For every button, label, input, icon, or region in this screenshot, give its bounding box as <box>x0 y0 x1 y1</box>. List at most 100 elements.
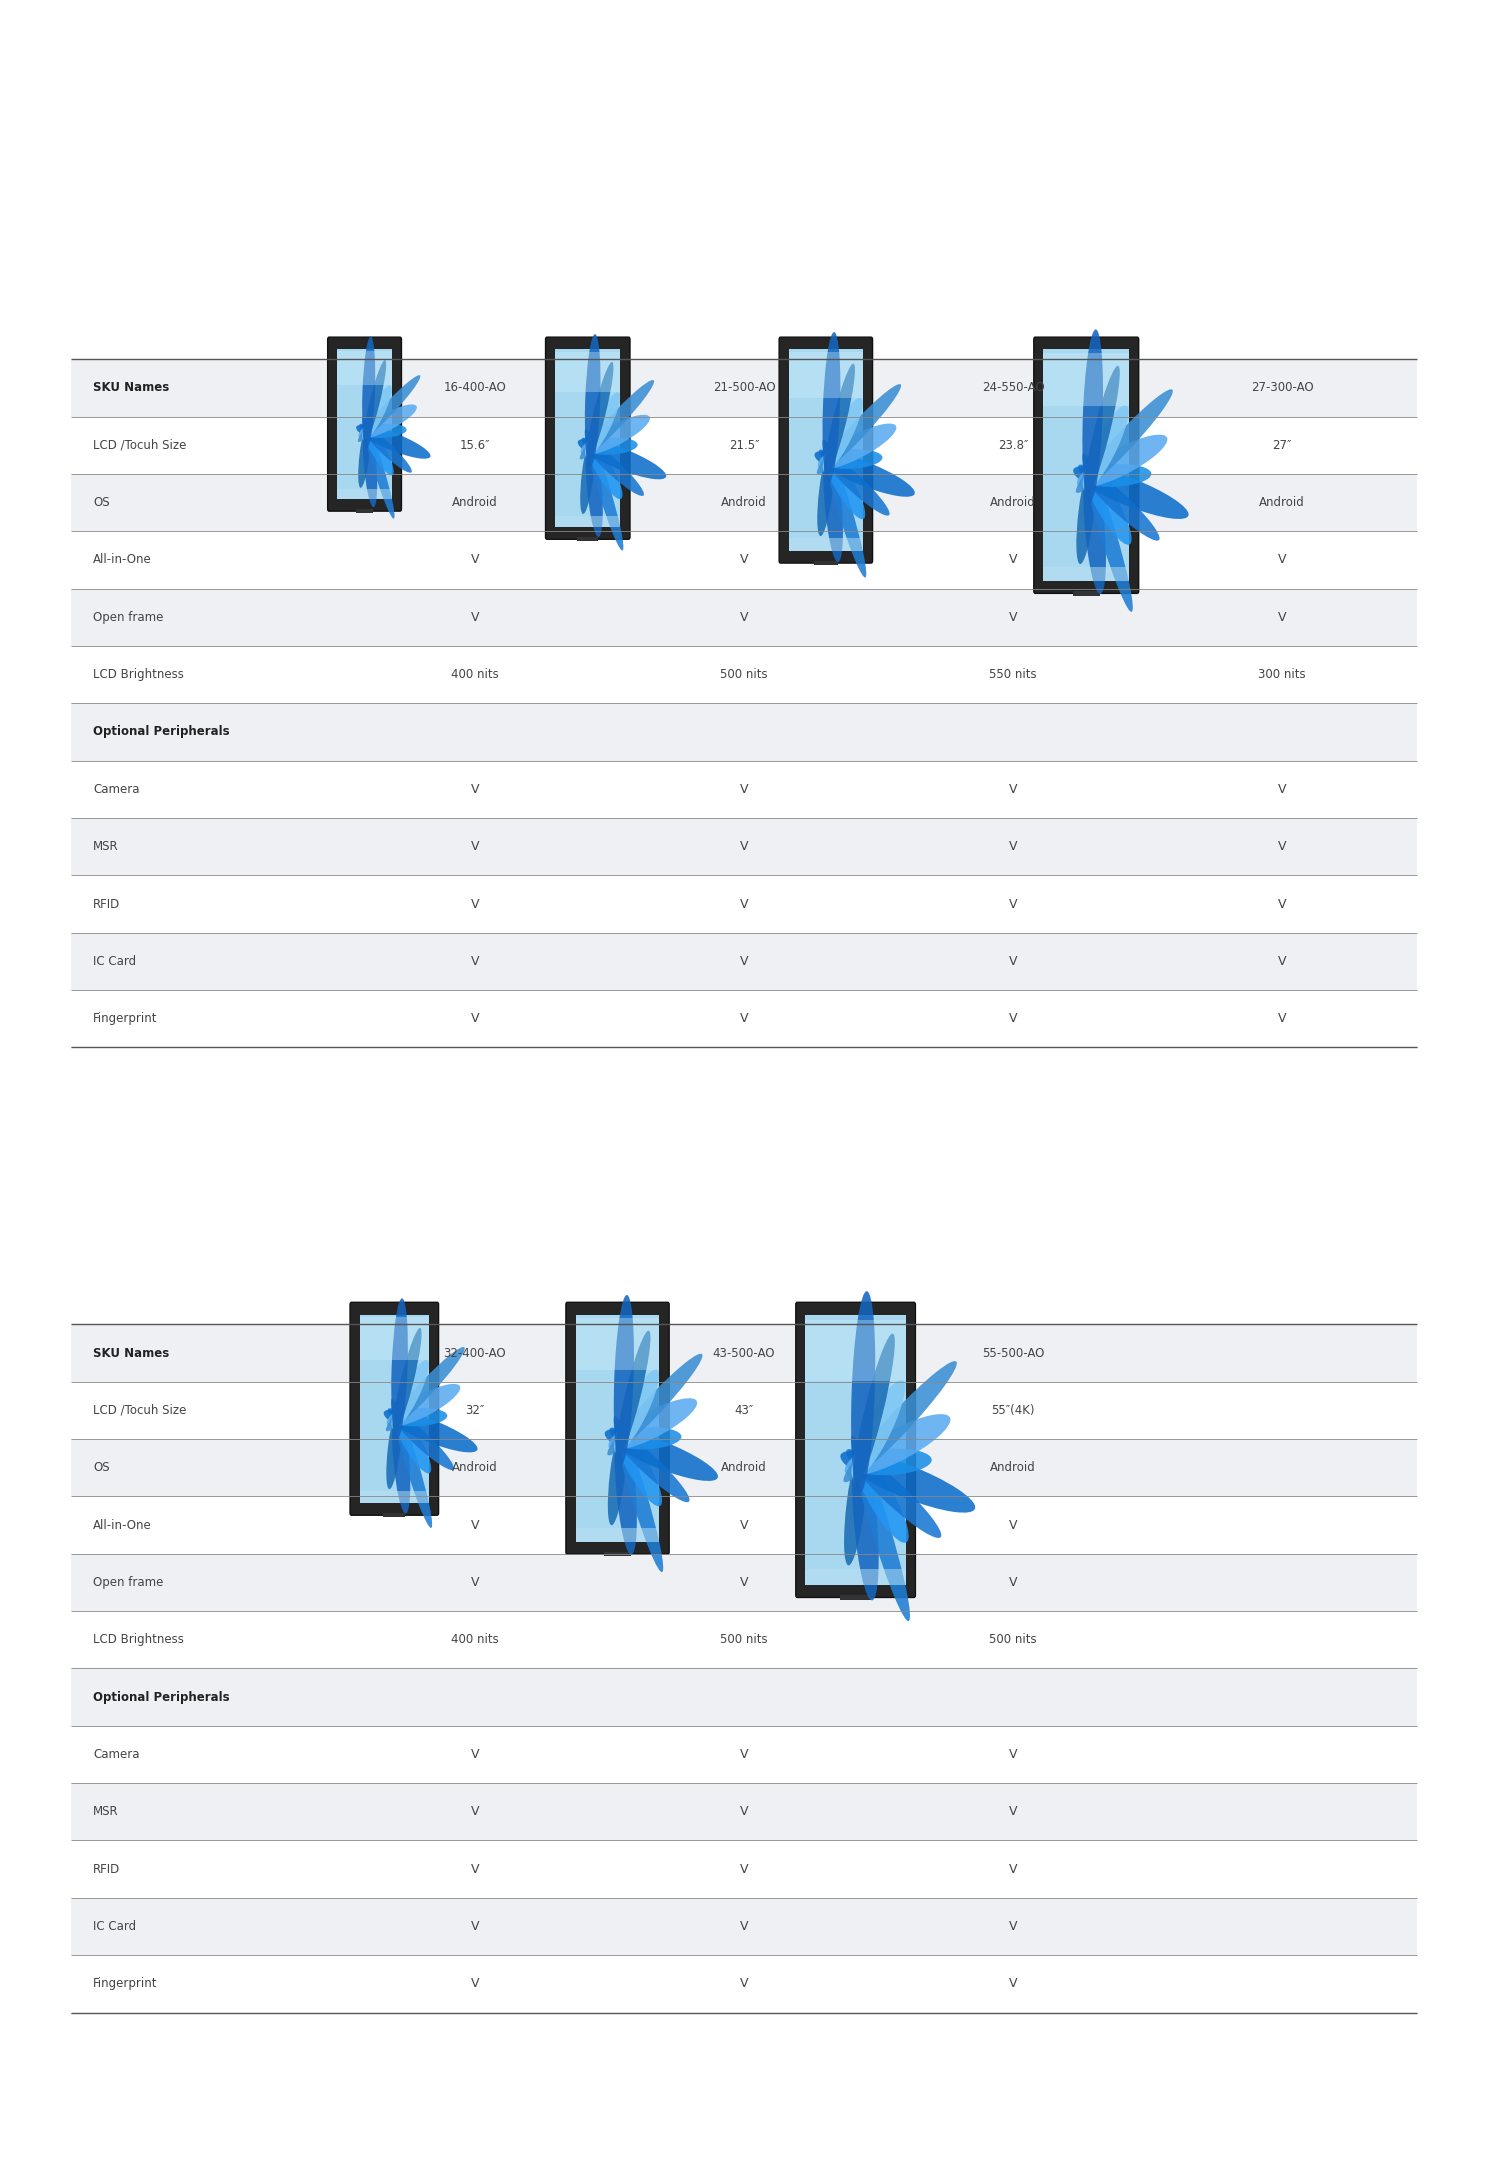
Ellipse shape <box>1083 405 1128 491</box>
Bar <box>71 645 1417 703</box>
Text: V: V <box>1009 840 1018 853</box>
Text: V: V <box>1009 783 1018 796</box>
Text: V: V <box>1009 1519 1018 1532</box>
Text: Android: Android <box>1259 496 1305 509</box>
Bar <box>555 515 620 528</box>
Ellipse shape <box>610 1428 689 1502</box>
Text: V: V <box>740 783 748 796</box>
Text: MSR: MSR <box>92 840 119 853</box>
Text: V: V <box>740 610 748 623</box>
Text: V: V <box>740 1919 748 1932</box>
Ellipse shape <box>615 1370 659 1452</box>
Ellipse shape <box>388 1409 448 1426</box>
Bar <box>71 818 1417 874</box>
Ellipse shape <box>580 381 655 459</box>
Text: Android: Android <box>452 496 498 509</box>
Text: V: V <box>740 954 748 967</box>
Ellipse shape <box>362 415 394 519</box>
Text: SKU Names: SKU Names <box>92 381 170 394</box>
Ellipse shape <box>848 1448 931 1476</box>
Ellipse shape <box>585 437 622 500</box>
Text: V: V <box>1278 610 1286 623</box>
Bar <box>71 589 1417 645</box>
Text: V: V <box>1278 840 1286 853</box>
Text: V: V <box>1009 1013 1018 1026</box>
Bar <box>71 933 1417 991</box>
Ellipse shape <box>823 331 841 483</box>
FancyBboxPatch shape <box>327 338 402 511</box>
Ellipse shape <box>391 1298 408 1439</box>
Text: 43″: 43″ <box>735 1404 753 1417</box>
Ellipse shape <box>817 383 902 474</box>
Ellipse shape <box>356 424 430 459</box>
Text: V: V <box>1278 954 1286 967</box>
Text: OS: OS <box>92 496 110 509</box>
Bar <box>805 1569 906 1584</box>
Bar <box>805 1320 906 1381</box>
Ellipse shape <box>847 1450 942 1539</box>
Text: V: V <box>1009 1575 1018 1588</box>
Ellipse shape <box>607 1355 702 1456</box>
Ellipse shape <box>818 450 890 515</box>
Text: 21.5″: 21.5″ <box>729 439 759 452</box>
FancyBboxPatch shape <box>565 1303 670 1554</box>
Text: V: V <box>1278 783 1286 796</box>
Text: LCD /Tocuh Size: LCD /Tocuh Size <box>92 1404 186 1417</box>
Ellipse shape <box>851 1292 875 1493</box>
Text: V: V <box>1009 1919 1018 1932</box>
Bar <box>805 1314 906 1584</box>
Text: All-in-One: All-in-One <box>92 554 152 567</box>
Text: V: V <box>470 1978 479 1991</box>
Text: 500 nits: 500 nits <box>990 1634 1037 1647</box>
Text: 27-300-AO: 27-300-AO <box>1251 381 1314 394</box>
Bar <box>71 474 1417 532</box>
Text: 21-500-AO: 21-500-AO <box>713 381 775 394</box>
Ellipse shape <box>384 1409 478 1452</box>
Ellipse shape <box>1073 465 1189 519</box>
Text: RFID: RFID <box>92 1863 121 1876</box>
Ellipse shape <box>616 1331 650 1459</box>
Text: V: V <box>740 1978 748 1991</box>
Bar <box>360 1491 429 1502</box>
Text: V: V <box>1009 610 1018 623</box>
FancyBboxPatch shape <box>546 338 629 539</box>
Ellipse shape <box>823 439 866 578</box>
Bar <box>360 1318 429 1359</box>
Text: V: V <box>470 840 479 853</box>
Bar <box>789 353 863 398</box>
Text: All-in-One: All-in-One <box>92 1519 152 1532</box>
Text: 400 nits: 400 nits <box>451 669 498 682</box>
Bar <box>71 1783 1417 1839</box>
Ellipse shape <box>851 1448 909 1543</box>
Text: V: V <box>740 1805 748 1818</box>
Ellipse shape <box>1085 366 1120 496</box>
FancyBboxPatch shape <box>780 338 872 563</box>
Text: OS: OS <box>92 1461 110 1474</box>
Text: V: V <box>740 1749 748 1761</box>
Ellipse shape <box>360 424 406 437</box>
Bar <box>789 351 863 552</box>
Ellipse shape <box>391 1398 432 1528</box>
Bar <box>604 1552 631 1556</box>
Text: V: V <box>740 1013 748 1026</box>
Ellipse shape <box>385 1346 464 1430</box>
Bar <box>1073 591 1100 595</box>
Text: 500 nits: 500 nits <box>720 669 768 682</box>
Text: IC Card: IC Card <box>92 954 135 967</box>
Ellipse shape <box>823 448 865 519</box>
Text: 32″: 32″ <box>466 1404 485 1417</box>
Text: LCD Brightness: LCD Brightness <box>92 1634 185 1647</box>
Bar <box>71 1554 1417 1610</box>
Ellipse shape <box>582 437 644 496</box>
Ellipse shape <box>391 1409 432 1474</box>
Bar <box>71 530 1417 589</box>
Bar <box>71 876 1417 933</box>
Bar <box>338 351 391 385</box>
FancyBboxPatch shape <box>1034 338 1138 593</box>
Text: Camera: Camera <box>92 783 140 796</box>
Ellipse shape <box>583 437 638 454</box>
Text: 550 nits: 550 nits <box>990 669 1037 682</box>
Text: V: V <box>470 1575 479 1588</box>
Ellipse shape <box>613 1294 634 1465</box>
Text: Fingerprint: Fingerprint <box>92 1978 158 1991</box>
